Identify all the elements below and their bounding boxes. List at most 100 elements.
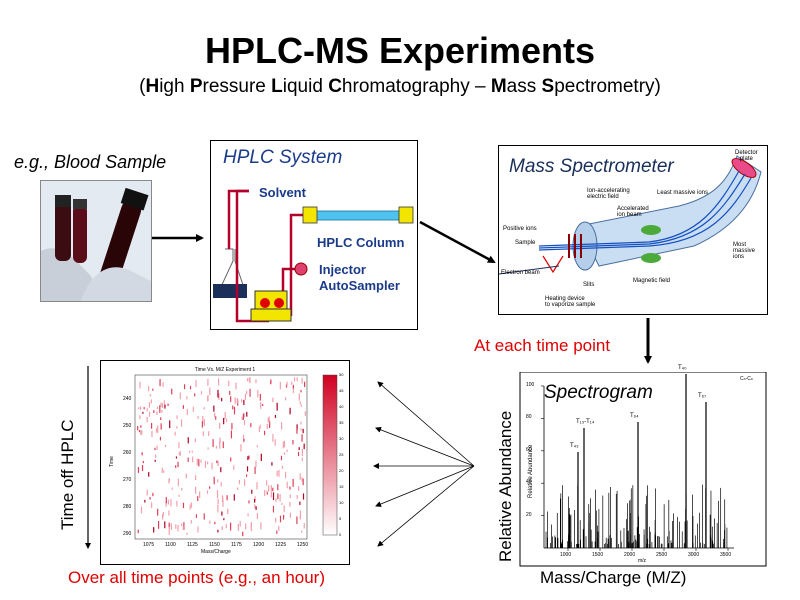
heatmap-cell xyxy=(246,466,249,472)
heatmap-cell xyxy=(270,491,272,498)
heatmap-cell xyxy=(279,494,281,502)
spec-xtick-label: 2000 xyxy=(624,552,636,558)
heatmap-cell xyxy=(221,397,223,402)
heatmap-xtick-label: 1250 xyxy=(297,542,309,548)
heatmap-cell xyxy=(189,386,192,390)
heatmap-cell xyxy=(225,418,228,423)
heatmap-cell xyxy=(140,430,142,436)
heatmap-xtick-label: 1150 xyxy=(209,542,220,548)
heatmap-cell xyxy=(140,425,142,428)
heatmap-cell xyxy=(230,396,232,402)
heatmap-cell xyxy=(237,487,239,490)
heatmap-cell xyxy=(190,519,192,524)
heatmap-cell xyxy=(186,396,188,400)
spectrogram-chart xyxy=(519,372,767,567)
heatmap-cell xyxy=(154,454,157,458)
heatmap-cell xyxy=(203,513,205,520)
heatmap-cell xyxy=(304,381,306,387)
heatmap-cell xyxy=(207,447,209,450)
heatmap-cell xyxy=(171,388,173,395)
heatmap-cell xyxy=(222,499,224,507)
heatmap-cell xyxy=(233,494,235,501)
most-line2: massive xyxy=(733,248,756,254)
heatmap-chart xyxy=(134,374,338,540)
colorbar-tick-label: 30 xyxy=(339,436,344,441)
mass-spectrometer-panel: Mass Spectrometer Detector plate Ion-acc… xyxy=(498,145,768,315)
heatmap-cell xyxy=(168,510,170,516)
heatmap-cell xyxy=(191,450,193,453)
heatmap-cell xyxy=(233,406,236,415)
heatmap-cell xyxy=(157,520,160,529)
heatmap-cell xyxy=(141,452,143,456)
detector-label: Detector plate xyxy=(735,150,758,162)
heatmap-cell xyxy=(140,406,142,410)
heatmap-cell xyxy=(139,415,141,420)
heatmap-cell xyxy=(164,521,166,529)
heatmap-cell xyxy=(163,400,166,404)
heatmap-cell xyxy=(292,439,294,445)
heatmap-cell xyxy=(185,473,187,479)
heatmap-cell xyxy=(217,529,219,533)
spec-ytick-label: 20 xyxy=(526,511,532,518)
heatmap-cell xyxy=(296,424,298,431)
heatmap-cell xyxy=(293,377,296,382)
mass-spectrometer-diagram xyxy=(499,155,762,275)
heatmap-cell xyxy=(170,499,172,507)
heatmap-cell xyxy=(162,512,164,517)
heatmap-cell xyxy=(177,525,179,532)
heatmap-cell xyxy=(289,512,291,518)
heatmap-cell xyxy=(281,502,283,505)
heatmap-cell xyxy=(276,402,278,411)
heatmap-cell xyxy=(266,423,268,429)
heatmap-cell xyxy=(244,393,247,400)
heatmap-cell xyxy=(161,409,163,413)
heatmap-cell xyxy=(190,502,193,508)
magnetic-field-label: Magnetic field xyxy=(633,278,671,284)
heatmap-cell xyxy=(197,526,199,533)
heatmap-cell xyxy=(249,388,251,397)
heatmap-cell xyxy=(198,459,200,467)
most-massive-label: Most massive ions xyxy=(733,242,755,260)
heatmap-cell xyxy=(302,493,305,500)
heatmap-cell xyxy=(159,378,161,387)
heatmap-cell xyxy=(213,405,215,412)
colorbar-tick-label: 15 xyxy=(339,484,344,489)
heatmap-cell xyxy=(221,511,223,516)
heatmap-cell xyxy=(214,521,216,525)
colorbar-tick-label: 25 xyxy=(339,452,344,457)
heatmap-cell xyxy=(202,415,204,424)
spectrogram-title: Spectrogram xyxy=(544,382,653,403)
heatmap-cell xyxy=(276,530,278,534)
heatmap-cell xyxy=(217,389,219,398)
detector-line2: plate xyxy=(739,156,753,162)
heatmap-cell xyxy=(237,523,239,531)
blood-sample-image xyxy=(40,180,152,302)
heatmap-cell xyxy=(255,506,257,510)
heatmap-cell xyxy=(236,398,238,404)
heatmap-cell xyxy=(283,452,286,455)
heatmap-cell xyxy=(174,431,176,436)
heatmap-cell xyxy=(300,389,302,393)
heatmap-cell xyxy=(212,439,214,448)
heatmap-cell xyxy=(207,461,209,465)
heatmap-cell xyxy=(301,377,303,384)
heatmap-cell xyxy=(230,457,232,462)
detector-line1: Detector xyxy=(735,150,758,156)
colorbar-tick-label: 45 xyxy=(339,388,344,393)
heatmap-cell xyxy=(280,422,283,430)
heatmap-cell xyxy=(183,384,186,390)
slits-label: Slits xyxy=(583,282,595,288)
heatmap-ytick-label: 240 xyxy=(123,396,132,402)
heatmap-cell xyxy=(296,377,298,382)
subtitle-part: H xyxy=(145,76,160,97)
heatmap-cell xyxy=(291,381,293,385)
subtitle-part: P xyxy=(189,76,203,97)
heatmap-cell xyxy=(137,426,139,431)
heatmap-cell xyxy=(299,401,301,405)
electron-beam-label: Electron beam xyxy=(501,270,540,276)
heatmap-cell xyxy=(165,497,167,504)
heatmap-cell xyxy=(234,397,236,401)
heatmap-cell xyxy=(272,397,274,403)
heatmap-cell xyxy=(168,478,170,484)
heatmap-cell xyxy=(299,510,302,518)
